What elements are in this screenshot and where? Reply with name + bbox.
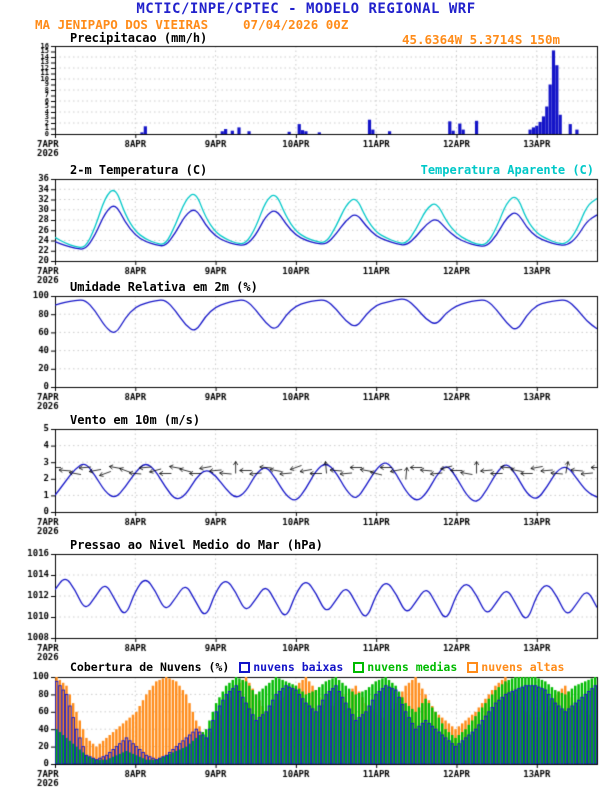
low-clouds-swatch-icon <box>239 661 251 673</box>
panel-title-precipitation: Precipitacao (mm/h) <box>70 31 208 45</box>
legend-apparent-temperature: Temperatura Aparente (C) <box>420 163 594 177</box>
panel-title-clouds: Cobertura de Nuvens (%) <box>70 660 230 674</box>
legend-low-clouds: nuvens baixas <box>239 660 343 674</box>
panel-title-humidity: Umidade Relativa em 2m (%) <box>70 280 258 294</box>
cloud-panel-header: Cobertura de Nuvens (%) nuvens baixas nu… <box>70 660 564 674</box>
panel-title-temperature: 2-m Temperatura (C) <box>70 163 208 177</box>
legend-high-clouds-label: nuvens altas <box>481 660 565 674</box>
mid-clouds-swatch-icon <box>353 661 365 673</box>
legend-low-clouds-label: nuvens baixas <box>253 660 344 674</box>
station-name: MA JENIPAPO DOS VIEIRAS <box>35 17 209 32</box>
panel-title-wind: Vento em 10m (m/s) <box>70 413 201 427</box>
panel-title-pressure: Pressao ao Nivel Medio do Mar (hPa) <box>70 538 323 552</box>
run-datetime: 07/04/2026 00Z <box>243 17 349 32</box>
high-clouds-swatch-icon <box>467 661 479 673</box>
page-title: MCTIC/INPE/CPTEC - MODELO REGIONAL WRF <box>136 1 476 17</box>
legend-high-clouds: nuvens altas <box>467 660 564 674</box>
station-coordinates: 45.6364W 5.3714S 150m <box>401 32 560 47</box>
legend-mid-clouds: nuvens medias <box>353 660 457 674</box>
legend-mid-clouds-label: nuvens medias <box>367 660 458 674</box>
